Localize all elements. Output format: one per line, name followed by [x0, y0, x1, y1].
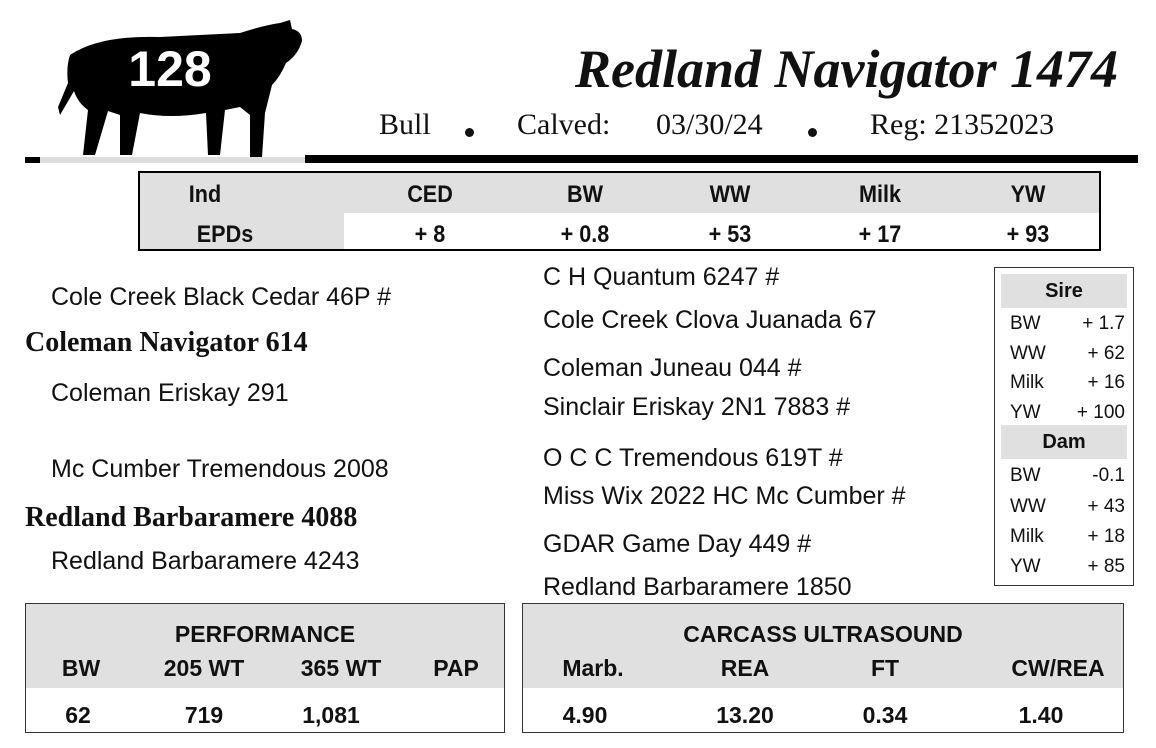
- dam-epd-label: WW: [1010, 496, 1046, 517]
- performance-box: PERFORMANCE BW 205 WT 365 WT PAP 62 719 …: [25, 603, 505, 733]
- dam-epd-value: -0.1: [1092, 465, 1125, 486]
- sire-epd-value: + 16: [1087, 372, 1125, 393]
- carcass-value: 13.20: [716, 702, 774, 728]
- carcass-header: Marb.: [562, 655, 624, 681]
- bullet-dot: [808, 128, 817, 137]
- calved-label: Calved:: [517, 108, 611, 141]
- performance-value: 719: [184, 702, 224, 728]
- dam-epd-label: YW: [1010, 556, 1041, 577]
- bull-silhouette-icon: [40, 15, 308, 165]
- ancestor: GDAR Game Day 449 #: [543, 530, 812, 558]
- calved-date: 03/30/24: [656, 108, 763, 141]
- epd-value: + 8: [414, 221, 446, 248]
- dam-epd-label: BW: [1010, 465, 1041, 486]
- sire-epd-label: Milk: [1010, 372, 1044, 393]
- sex: Bull: [379, 108, 431, 141]
- sire-sire: Cole Creek Black Cedar 46P #: [51, 283, 391, 311]
- epd-header: YW: [1010, 181, 1046, 208]
- dam-dam: Redland Barbaramere 4243: [51, 547, 360, 575]
- dam: Redland Barbaramere 4088: [25, 502, 358, 533]
- performance-header: BW: [61, 655, 101, 681]
- dam-epd-value: + 85: [1087, 556, 1125, 577]
- carcass-header: FT: [870, 655, 900, 681]
- performance-header: 205 WT: [163, 655, 245, 681]
- sire-epd-label: WW: [1010, 343, 1046, 364]
- performance-value: 1,081: [302, 702, 360, 728]
- sire-epd-label: BW: [1010, 313, 1041, 334]
- performance-header: PAP: [433, 655, 479, 681]
- epd-table: Ind EPDs CED BW WW Milk YW + 8 + 0.8 + 5…: [138, 171, 1101, 251]
- sire: Coleman Navigator 614: [25, 327, 308, 358]
- sire-epd-label: YW: [1010, 402, 1041, 423]
- carcass-value: 1.40: [1018, 702, 1064, 728]
- epd-header: WW: [709, 181, 751, 208]
- ancestor: C H Quantum 6247 #: [543, 263, 780, 291]
- ancestor: Sinclair Eriskay 2N1 7883 #: [543, 393, 851, 421]
- epd-value: + 0.8: [560, 221, 610, 248]
- epd-label-ind: Ind: [188, 181, 222, 208]
- sire-epd-value: + 100: [1076, 402, 1125, 423]
- divider: [305, 155, 1138, 163]
- performance-value: 62: [65, 702, 91, 728]
- parent-epd-box: Sire BW + 1.7 WW + 62 Milk + 16 YW + 100…: [994, 267, 1134, 586]
- epd-value: + 53: [708, 221, 752, 248]
- carcass-box: CARCASS ULTRASOUND Marb. REA FT CW/REA 4…: [522, 603, 1124, 733]
- carcass-value: 0.34: [862, 702, 908, 728]
- carcass-header: REA: [720, 655, 770, 681]
- ancestor: Coleman Juneau 044 #: [543, 354, 802, 382]
- sire-dam: Coleman Eriskay 291: [51, 379, 289, 407]
- ancestor: Miss Wix 2022 HC Mc Cumber #: [543, 482, 906, 510]
- dam-epd-label: Milk: [1010, 526, 1044, 547]
- sire-epd-value: + 62: [1087, 343, 1125, 364]
- lot-number: 128: [128, 41, 212, 97]
- epd-value: + 17: [858, 221, 902, 248]
- carcass-header: CW/REA: [1011, 655, 1105, 681]
- dam-sire: Mc Cumber Tremendous 2008: [51, 455, 389, 483]
- dam-epd-value: + 18: [1087, 526, 1125, 547]
- performance-header: 365 WT: [300, 655, 382, 681]
- epd-label-epds: EPDs: [196, 221, 254, 248]
- carcass-title: CARCASS ULTRASOUND: [683, 621, 963, 647]
- epd-header: CED: [407, 181, 453, 208]
- dam-epd-title: Dam: [1001, 425, 1127, 459]
- epd-value: + 93: [1006, 221, 1050, 248]
- epd-header: BW: [567, 181, 603, 208]
- epd-header: Milk: [858, 181, 902, 208]
- ancestor: O C C Tremendous 619T #: [543, 444, 843, 472]
- bullet-dot: [465, 128, 474, 137]
- ancestor: Redland Barbaramere 1850: [543, 573, 852, 601]
- carcass-value: 4.90: [562, 702, 608, 728]
- animal-name: Redland Navigator 1474: [574, 39, 1118, 99]
- performance-title: PERFORMANCE: [174, 621, 356, 647]
- sire-epd-title: Sire: [1001, 274, 1127, 308]
- ancestor: Cole Creek Clova Juanada 67: [543, 306, 877, 334]
- sire-epd-value: + 1.7: [1082, 313, 1125, 334]
- dam-epd-value: + 43: [1087, 496, 1125, 517]
- divider: [25, 157, 40, 163]
- registration: Reg: 21352023: [870, 108, 1055, 141]
